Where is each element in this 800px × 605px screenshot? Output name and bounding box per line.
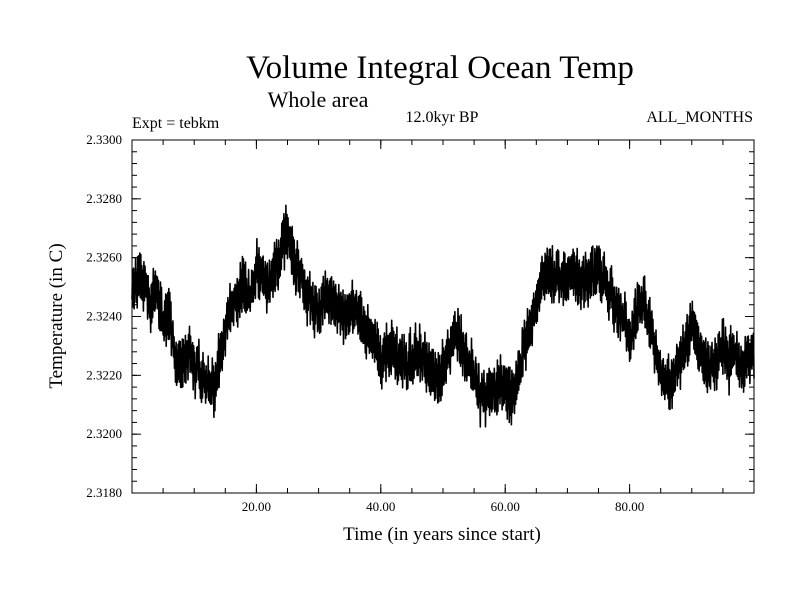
y-tick-label: 2.3240 bbox=[86, 309, 122, 324]
chart-title: Volume Integral Ocean Temp bbox=[246, 50, 634, 86]
y-tick-label: 2.3180 bbox=[86, 485, 122, 500]
period-label: 12.0kyr BP bbox=[406, 109, 479, 126]
y-axis-label: Temperature (in C) bbox=[46, 243, 67, 388]
axes: 2.3180 2.3200 2.3220 2.3240 2.3260 2.3280 2.33… bbox=[86, 132, 755, 514]
x-tick-label: 20.00 bbox=[242, 499, 271, 514]
y-tick-label: 2.3200 bbox=[86, 426, 122, 441]
y-tick-label: 2.3220 bbox=[86, 367, 122, 382]
experiment-label: Expt = tebkm bbox=[132, 115, 220, 132]
chart-subtitle: Whole area bbox=[268, 87, 369, 112]
plot-area bbox=[131, 204, 755, 428]
x-tick-label: 60.00 bbox=[491, 499, 520, 514]
y-tick-label: 2.3300 bbox=[86, 132, 122, 147]
x-axis-label: Time (in years since start) bbox=[343, 524, 541, 545]
series-line bbox=[131, 204, 755, 428]
y-tick-label: 2.3260 bbox=[86, 250, 122, 265]
months-label: ALL_MONTHS bbox=[646, 109, 753, 126]
x-tick-label: 80.00 bbox=[615, 499, 644, 514]
x-tick-label: 40.00 bbox=[366, 499, 395, 514]
y-tick-label: 2.3280 bbox=[86, 191, 122, 206]
